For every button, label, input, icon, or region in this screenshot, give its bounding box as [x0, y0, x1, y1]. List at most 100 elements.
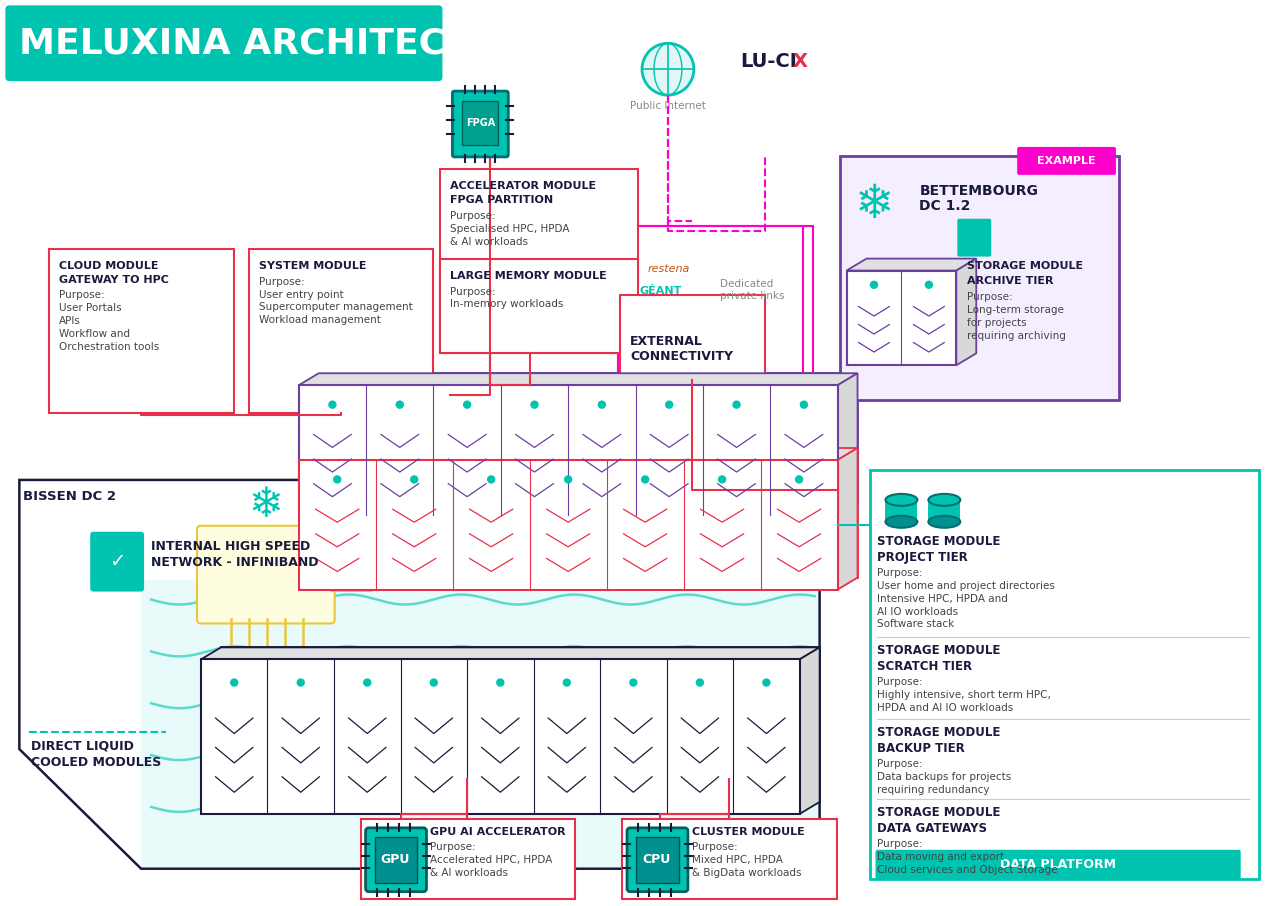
Text: ✓: ✓ — [109, 552, 125, 571]
Text: Mixed HPC, HPDA: Mixed HPC, HPDA — [692, 854, 783, 864]
Text: Purpose:: Purpose: — [968, 293, 1012, 303]
Text: CLOUD MODULE: CLOUD MODULE — [59, 261, 159, 271]
Polygon shape — [956, 258, 977, 365]
Text: STORAGE MODULE: STORAGE MODULE — [878, 806, 1001, 819]
Text: PROJECT TIER: PROJECT TIER — [878, 551, 968, 564]
Text: requiring archiving: requiring archiving — [968, 332, 1066, 342]
Polygon shape — [201, 660, 800, 814]
Text: DATA GATEWAYS: DATA GATEWAYS — [878, 822, 987, 834]
Text: CLUSTER MODULE: CLUSTER MODULE — [692, 827, 805, 837]
FancyBboxPatch shape — [197, 525, 334, 623]
Text: Dedicated
private links: Dedicated private links — [719, 278, 785, 301]
Text: FPGA: FPGA — [466, 118, 495, 128]
Polygon shape — [298, 448, 858, 460]
Text: EXTERNAL: EXTERNAL — [630, 335, 703, 349]
Polygon shape — [319, 373, 858, 503]
Text: Highly intensive, short term HPC,: Highly intensive, short term HPC, — [878, 690, 1051, 700]
Bar — [361, 819, 575, 899]
Polygon shape — [298, 460, 837, 590]
Polygon shape — [846, 271, 956, 365]
Text: Purpose:: Purpose: — [878, 839, 923, 849]
Circle shape — [411, 476, 417, 483]
Text: Orchestration tools: Orchestration tools — [59, 342, 160, 352]
Text: Workload management: Workload management — [259, 315, 380, 325]
Circle shape — [630, 680, 637, 686]
Polygon shape — [201, 648, 819, 660]
Text: Specialised HPC, HPDA: Specialised HPC, HPDA — [451, 224, 570, 234]
Text: BETTEMBOURG: BETTEMBOURG — [919, 184, 1038, 198]
Polygon shape — [319, 448, 858, 578]
Bar — [440, 258, 637, 353]
Text: STORAGE MODULE: STORAGE MODULE — [878, 644, 1001, 658]
Text: In-memory workloads: In-memory workloads — [451, 300, 563, 310]
Bar — [886, 500, 918, 522]
Bar — [869, 470, 1258, 879]
Circle shape — [463, 401, 471, 408]
Bar — [462, 101, 498, 145]
Ellipse shape — [928, 516, 960, 528]
Text: User entry point: User entry point — [259, 290, 343, 300]
FancyBboxPatch shape — [1018, 147, 1116, 175]
Text: STORAGE MODULE: STORAGE MODULE — [878, 535, 1001, 548]
FancyBboxPatch shape — [90, 532, 145, 592]
Text: restena: restena — [648, 264, 690, 274]
Text: for projects: for projects — [968, 318, 1027, 328]
Polygon shape — [221, 648, 819, 802]
Text: ❄: ❄ — [855, 183, 895, 228]
Text: Long-term storage: Long-term storage — [968, 305, 1064, 315]
Text: Workflow and: Workflow and — [59, 330, 131, 340]
Circle shape — [430, 680, 438, 686]
Circle shape — [397, 401, 403, 408]
Circle shape — [718, 476, 726, 483]
Polygon shape — [837, 373, 858, 515]
Text: & AI workloads: & AI workloads — [430, 868, 508, 878]
Text: APIs: APIs — [59, 316, 81, 326]
Polygon shape — [298, 373, 858, 385]
Text: Data backups for projects: Data backups for projects — [878, 772, 1011, 782]
FancyBboxPatch shape — [876, 850, 1240, 880]
Text: ACCELERATOR MODULE: ACCELERATOR MODULE — [451, 181, 596, 191]
Bar — [50, 248, 234, 413]
Text: Supercomputer management: Supercomputer management — [259, 303, 412, 313]
Text: CPU: CPU — [643, 853, 671, 866]
Circle shape — [925, 281, 932, 288]
Text: Purpose:: Purpose: — [451, 211, 497, 221]
Text: GÉANT: GÉANT — [640, 285, 682, 295]
Text: COOLED MODULES: COOLED MODULES — [31, 757, 161, 769]
Text: EXAMPLE: EXAMPLE — [1037, 156, 1096, 166]
Text: & AI workloads: & AI workloads — [451, 236, 529, 246]
Text: ARCHIVE TIER: ARCHIVE TIER — [968, 275, 1053, 285]
Bar — [840, 156, 1119, 400]
Ellipse shape — [886, 516, 918, 528]
Polygon shape — [800, 648, 819, 814]
FancyBboxPatch shape — [452, 92, 508, 157]
Circle shape — [598, 401, 605, 408]
Text: FPGA PARTITION: FPGA PARTITION — [451, 195, 553, 205]
Text: GATEWAY TO HPC: GATEWAY TO HPC — [59, 275, 169, 284]
Text: Purpose:: Purpose: — [451, 286, 497, 296]
Text: STORAGE MODULE: STORAGE MODULE — [878, 727, 1001, 739]
Bar — [622, 819, 837, 899]
Circle shape — [800, 401, 808, 408]
Text: HPDA and AI IO workloads: HPDA and AI IO workloads — [878, 703, 1014, 713]
Text: LARGE MEMORY MODULE: LARGE MEMORY MODULE — [451, 271, 607, 281]
Text: DATA PLATFORM: DATA PLATFORM — [1000, 858, 1116, 872]
Text: GPU: GPU — [381, 853, 410, 866]
Circle shape — [696, 680, 704, 686]
Circle shape — [334, 476, 340, 483]
Polygon shape — [141, 580, 819, 869]
Text: MELUXINA ARCHITECTURE: MELUXINA ARCHITECTURE — [19, 26, 552, 61]
Circle shape — [531, 401, 538, 408]
FancyBboxPatch shape — [366, 828, 426, 892]
Text: Purpose:: Purpose: — [878, 568, 923, 578]
Text: ❄: ❄ — [248, 484, 283, 525]
Text: & BigData workloads: & BigData workloads — [692, 868, 801, 878]
Text: DC 1.2: DC 1.2 — [919, 198, 970, 213]
Text: BACKUP TIER: BACKUP TIER — [878, 742, 965, 755]
Text: AI IO workloads: AI IO workloads — [878, 606, 959, 616]
Text: Purpose:: Purpose: — [878, 678, 923, 688]
Text: requiring redundancy: requiring redundancy — [878, 785, 989, 795]
Circle shape — [563, 680, 571, 686]
Text: STORAGE MODULE: STORAGE MODULE — [968, 261, 1083, 271]
Text: Accelerated HPC, HPDA: Accelerated HPC, HPDA — [430, 854, 553, 864]
